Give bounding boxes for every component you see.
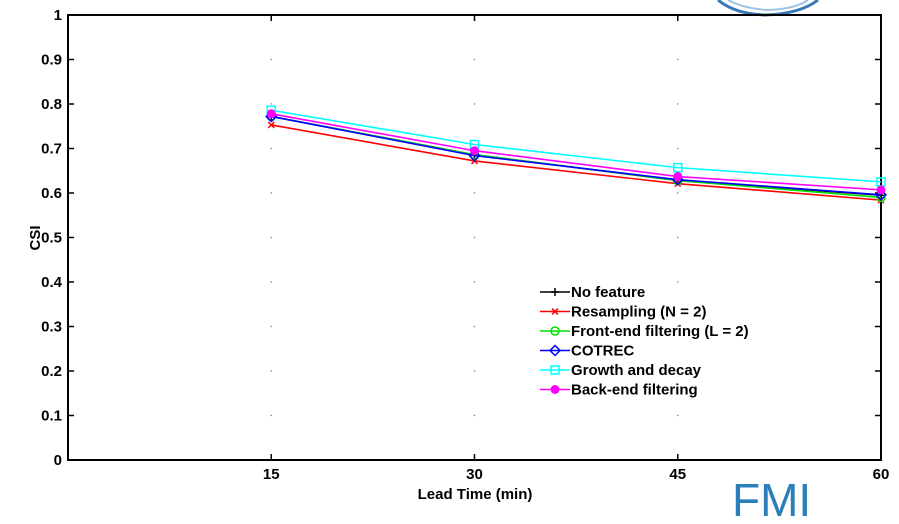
grid-dot — [270, 414, 272, 417]
legend-label: Front-end filtering (L = 2) — [571, 323, 749, 340]
y-tick-label: 0.5 — [41, 230, 62, 247]
series-line — [271, 124, 882, 201]
legend-marker — [550, 365, 560, 375]
logo-arc — [717, 0, 819, 17]
y-tick-label: 0 — [54, 452, 62, 469]
y-tick-label: 0.2 — [41, 363, 62, 380]
data-point — [470, 146, 479, 156]
grid-dot — [270, 370, 272, 372]
series-line — [271, 115, 882, 199]
series-group — [265, 105, 888, 204]
x-tick-label: 60 — [873, 466, 890, 483]
grid-dot — [270, 103, 272, 105]
grid-dot — [270, 236, 272, 239]
grid-dot — [473, 236, 476, 239]
y-tick-label: 1 — [54, 7, 62, 24]
grid-dot — [270, 192, 272, 194]
grid-dot — [677, 325, 679, 328]
y-tick-label: 0.3 — [41, 319, 62, 336]
data-point — [267, 121, 275, 129]
legend-item: Resampling (N = 2) — [540, 304, 706, 321]
grid-dot — [677, 281, 679, 283]
legend-marker — [551, 307, 559, 316]
grid-dot — [270, 325, 272, 328]
grid — [270, 58, 679, 417]
data-point — [266, 109, 276, 119]
grid-dot — [270, 281, 272, 283]
y-tick-label: 0.6 — [41, 185, 62, 202]
grid-dot — [677, 236, 679, 239]
legend-marker — [548, 344, 562, 357]
legend-label: No feature — [571, 284, 645, 301]
x-tick-label: 30 — [466, 466, 483, 483]
series-line — [271, 113, 882, 191]
grid-dot — [270, 58, 272, 61]
grid-dot — [473, 58, 476, 61]
data-point — [468, 149, 481, 162]
grid-dot — [270, 147, 272, 150]
grid-dot — [677, 414, 679, 417]
grid-dot — [473, 103, 476, 105]
legend-label: Growth and decay — [571, 362, 702, 379]
y-axis-label: CSI — [27, 225, 44, 250]
x-axis: 15 30 45 60 — [263, 15, 889, 483]
grid-dot — [473, 370, 476, 372]
legend-marker — [550, 385, 560, 394]
data-point — [874, 188, 888, 201]
y-axis: 0 0.1 0.2 0.3 0.4 0.5 0.6 0.7 0.8 0.9 1 — [41, 7, 881, 469]
legend-item: Growth and decay — [540, 362, 702, 379]
grid-dot — [677, 370, 679, 372]
legend-label: Back-end filtering — [571, 382, 698, 399]
series-line — [271, 115, 882, 196]
grid-dot — [473, 325, 476, 328]
x-tick-label: 15 — [263, 466, 280, 483]
legend-label: Resampling (N = 2) — [571, 304, 706, 321]
grid-dot — [677, 103, 679, 105]
legend-item: Back-end filtering — [540, 382, 698, 399]
series-line — [271, 109, 882, 183]
data-point — [673, 172, 683, 182]
grid-dot — [677, 147, 679, 150]
legend-marker — [551, 288, 559, 296]
y-tick-label: 0.4 — [41, 274, 63, 291]
legend: No feature Resampling (N = 2) Front-end fi… — [540, 284, 749, 399]
y-tick-label: 0.1 — [41, 408, 62, 425]
x-tick-label: 45 — [669, 466, 686, 483]
watermark-text: FMI — [732, 474, 811, 524]
legend-item: Front-end filtering (L = 2) — [540, 323, 749, 340]
y-tick-label: 0.9 — [41, 52, 62, 69]
legend-item: No feature — [540, 284, 645, 301]
data-point — [673, 162, 683, 173]
grid-dot — [473, 281, 476, 283]
y-tick-label: 0.7 — [41, 141, 62, 158]
grid-dot — [473, 192, 476, 194]
legend-item: COTREC — [540, 343, 635, 360]
y-tick-label: 0.8 — [41, 96, 62, 113]
grid-dot — [473, 414, 476, 417]
grid-dot — [677, 192, 679, 194]
legend-marker — [550, 326, 560, 336]
legend-label: COTREC — [571, 343, 635, 360]
grid-dot — [677, 58, 679, 61]
data-point — [876, 185, 886, 195]
x-axis-label: Lead Time (min) — [418, 486, 533, 503]
